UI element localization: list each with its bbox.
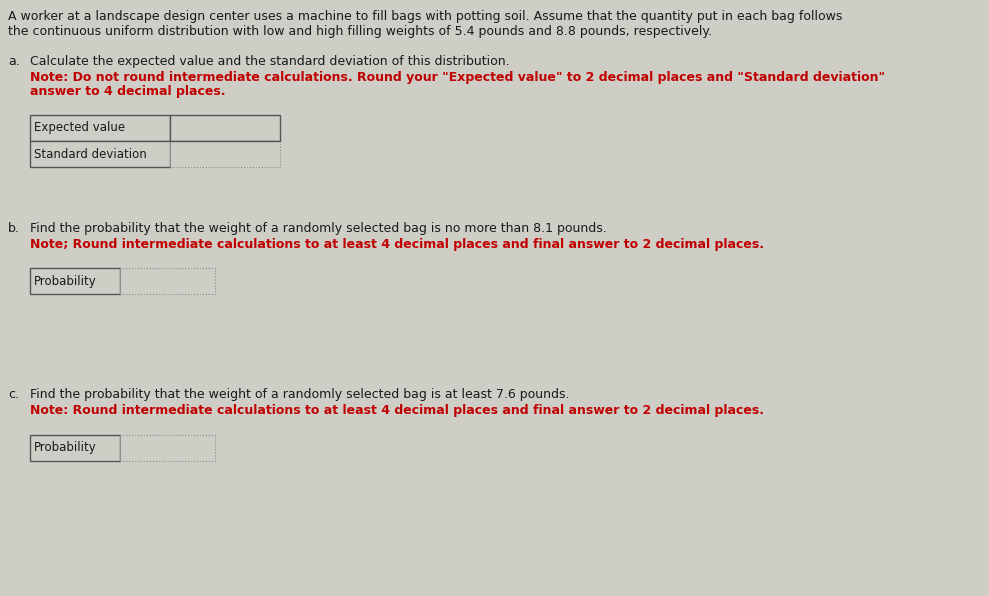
Bar bbox=[30, 115, 170, 141]
Text: Find the probability that the weight of a randomly selected bag is no more than : Find the probability that the weight of … bbox=[30, 222, 606, 235]
Bar bbox=[170, 141, 280, 167]
Text: Standard deviation: Standard deviation bbox=[34, 147, 146, 160]
Text: b.: b. bbox=[8, 222, 20, 235]
Text: Note; Round intermediate calculations to at least 4 decimal places and final ans: Note; Round intermediate calculations to… bbox=[30, 238, 764, 251]
Text: Probability: Probability bbox=[34, 275, 97, 287]
Text: Probability: Probability bbox=[34, 442, 97, 455]
Text: the continuous uniform distribution with low and high filling weights of 5.4 pou: the continuous uniform distribution with… bbox=[8, 25, 712, 38]
Text: Calculate the expected value and the standard deviation of this distribution.: Calculate the expected value and the sta… bbox=[30, 55, 509, 68]
Bar bbox=[30, 141, 170, 167]
Bar bbox=[170, 115, 280, 141]
Text: answer to 4 decimal places.: answer to 4 decimal places. bbox=[30, 85, 225, 98]
Text: c.: c. bbox=[8, 388, 19, 401]
Bar bbox=[30, 435, 120, 461]
Text: a.: a. bbox=[8, 55, 20, 68]
Bar bbox=[120, 435, 215, 461]
Text: Note: Round intermediate calculations to at least 4 decimal places and final ans: Note: Round intermediate calculations to… bbox=[30, 404, 764, 417]
Text: Note: Do not round intermediate calculations. Round your "Expected value" to 2 d: Note: Do not round intermediate calculat… bbox=[30, 71, 885, 84]
Bar bbox=[120, 268, 215, 294]
Text: A worker at a landscape design center uses a machine to fill bags with potting s: A worker at a landscape design center us… bbox=[8, 10, 843, 23]
Bar bbox=[30, 268, 120, 294]
Text: Expected value: Expected value bbox=[34, 122, 126, 135]
Text: Find the probability that the weight of a randomly selected bag is at least 7.6 : Find the probability that the weight of … bbox=[30, 388, 570, 401]
